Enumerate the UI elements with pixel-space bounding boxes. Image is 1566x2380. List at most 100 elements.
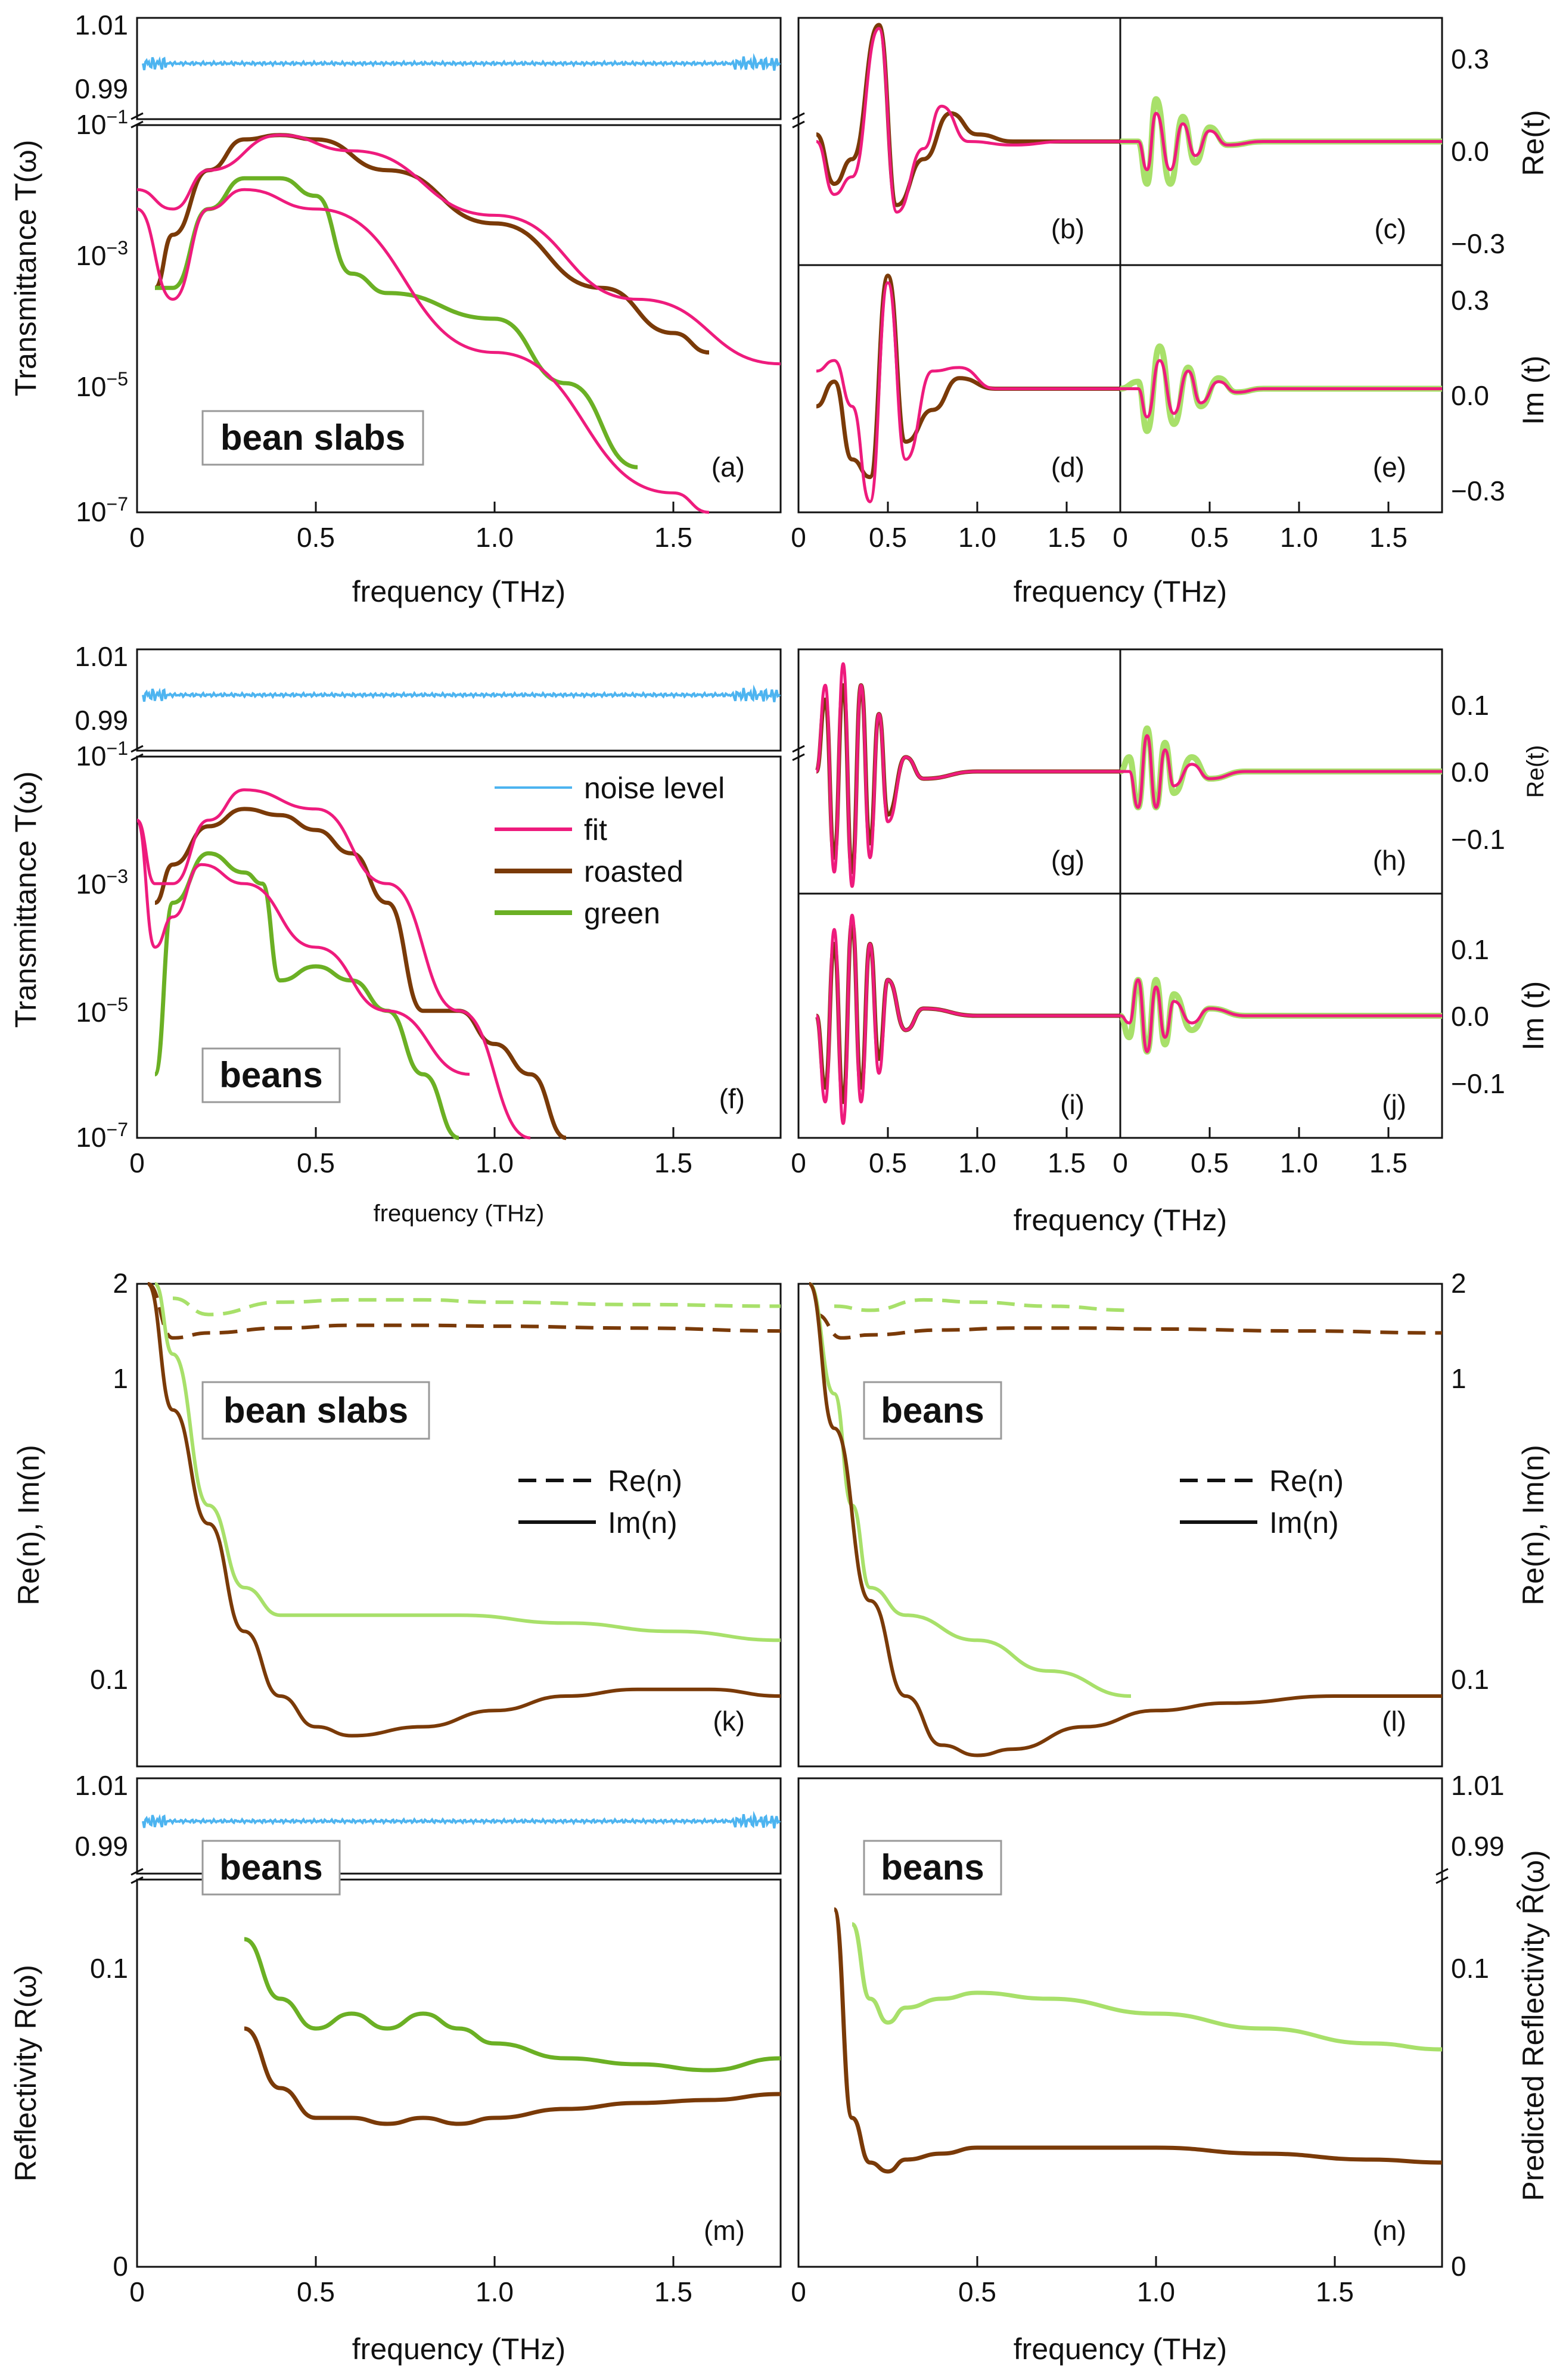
panel-label-l: (l) [1382, 1706, 1406, 1737]
box-label-m: beans [219, 1847, 322, 1887]
ylabel-c: Re(t) [1517, 110, 1550, 176]
series-a-fit-green [136, 188, 710, 514]
legend-k: Re(n) Im(n) [518, 1464, 682, 1539]
series-l-re-n-green [834, 1298, 1132, 1312]
tick-h-y-2: 0.0 [1451, 757, 1489, 788]
xtick-label-m-2: 1.0 [476, 2276, 514, 2307]
panel-label-b: (b) [1051, 213, 1085, 244]
xtick-label-a-3: 1.5 [654, 522, 692, 553]
tick-a-y-1: 10−1 [76, 106, 128, 140]
tick-f-y-1-exp: −1 [107, 738, 128, 759]
xlabel-row2: frequency (THz) [1014, 1203, 1227, 1237]
series-k-im-n-green [154, 1282, 781, 1642]
xtick-label-a-2: 1.0 [476, 522, 514, 553]
tick-l-y-3: 0.1 [1451, 1664, 1489, 1695]
panel-k-frame [136, 1283, 782, 1768]
box-label-a: bean slabs [220, 418, 405, 458]
xtick-label-f-0: 0 [129, 1147, 145, 1178]
tick-e-y-3: −0.3 [1451, 475, 1505, 506]
panel-c-series [1120, 96, 1442, 187]
tick-a-y-3-exp: −5 [107, 368, 128, 390]
ylabel-f: Transmittance T(ω) [9, 771, 42, 1028]
box-label-n: beans [881, 1847, 984, 1887]
legend-k-im-label: Im(n) [608, 1506, 678, 1539]
series-n-roasted [832, 1907, 1443, 2174]
tick-m-y-1: 0.1 [90, 1953, 128, 1984]
xlabel-f: frequency (THz) [374, 1200, 545, 1227]
xtick-label-f-1: 0.5 [297, 1147, 335, 1178]
xtick-label-j-3: 1.5 [1369, 1147, 1407, 1178]
series-c-fit [1120, 111, 1442, 172]
box-label-n-bg [863, 1840, 1002, 1896]
xtick-label-d-2: 1.0 [958, 522, 996, 553]
panel-label-j: (j) [1382, 1089, 1406, 1120]
panel-g-series [814, 662, 1120, 888]
panel-label-n: (n) [1373, 2215, 1406, 2246]
series-a-roasted [154, 133, 710, 355]
xtick-label-i-2: 1.0 [958, 1147, 996, 1178]
tick-a-y-2-exp: −3 [107, 237, 128, 259]
legend-f: noise level fit roasted green [495, 771, 725, 930]
tick-f-y-3-exp: −5 [107, 994, 128, 1015]
panel-n-frame [797, 1777, 1443, 2268]
box-label-l-bg [863, 1381, 1002, 1440]
series-k-re-n-green [172, 1296, 781, 1317]
xtick-label-m-1: 0.5 [297, 2276, 335, 2307]
panel-label-a: (a) [711, 452, 745, 483]
ylabel-j: Im (t) [1517, 981, 1550, 1051]
panel-a-series [136, 133, 781, 514]
tick-f-y-2-exp: −3 [107, 866, 128, 887]
panel-f-noise-frame [136, 648, 782, 752]
panel-i-series [814, 913, 1120, 1125]
series-b-fit [815, 27, 1120, 214]
xlabel-row1: frequency (THz) [1014, 575, 1227, 608]
panel-label-e: (e) [1373, 452, 1406, 483]
legend-l: Re(n) Im(n) [1180, 1464, 1344, 1539]
legend-fit-label: fit [584, 813, 607, 847]
series-k-im-n-roasted [147, 1282, 781, 1738]
tick-c-y-1: 0.3 [1451, 43, 1489, 74]
xtick-label-f-3: 1.5 [654, 1147, 692, 1178]
xlabel-a: frequency (THz) [352, 575, 566, 608]
panel-k-series [147, 1282, 781, 1738]
box-label-l: beans [881, 1390, 984, 1430]
tick-a-y-4-exp: −7 [107, 493, 128, 515]
panel-e-series [1120, 343, 1442, 434]
series-f-fit-roasted [136, 788, 531, 1140]
tick-h-y-1: 0.1 [1451, 690, 1489, 721]
panel-label-f: (f) [719, 1083, 745, 1114]
ylabel-n: Predicted Reflectivity R̂(ω) [1517, 1850, 1550, 2201]
axis-break-a [130, 112, 144, 129]
legend-k-re-label: Re(n) [608, 1464, 682, 1498]
panel-label-m: (m) [704, 2215, 745, 2246]
axis-break-g [792, 745, 805, 761]
box-label-f: beans [219, 1055, 322, 1095]
xlabel-m: frequency (THz) [352, 2332, 566, 2366]
legend-green-label: green [584, 897, 660, 930]
axis-break-m [130, 1868, 144, 1884]
noise-trace-m [142, 1810, 781, 1829]
tick-k-y-3: 0.1 [90, 1664, 128, 1695]
legend-l-im-label: Im(n) [1269, 1506, 1339, 1539]
tick-m-top-1: 1.01 [74, 1770, 128, 1801]
xtick-label-m-3: 1.5 [654, 2276, 692, 2307]
panel-label-k: (k) [713, 1706, 745, 1737]
xtick-label-i-3: 1.5 [1048, 1147, 1086, 1178]
tick-a-top-1: 1.01 [74, 10, 128, 41]
panel-h-series [1119, 725, 1442, 811]
tick-m-top-2: 0.99 [74, 1831, 128, 1862]
series-l-im-n-green [808, 1282, 1132, 1698]
xtick-label-n-0: 0 [791, 2276, 806, 2307]
axis-break-f [130, 745, 144, 761]
tick-j-y-1: 0.1 [1451, 934, 1489, 965]
panel-f-series [135, 788, 567, 1140]
xtick-label-i-0: 0 [791, 1147, 806, 1178]
tick-k-y-1: 2 [113, 1268, 128, 1299]
legend-l-re-label: Re(n) [1269, 1464, 1344, 1498]
tick-c-y-2: 0.0 [1451, 136, 1489, 167]
noise-trace-a [142, 52, 781, 71]
xtick-label-i-1: 0.5 [869, 1147, 907, 1178]
tick-f-top-1: 1.01 [74, 641, 128, 672]
tick-j-y-3: −0.1 [1451, 1068, 1505, 1099]
